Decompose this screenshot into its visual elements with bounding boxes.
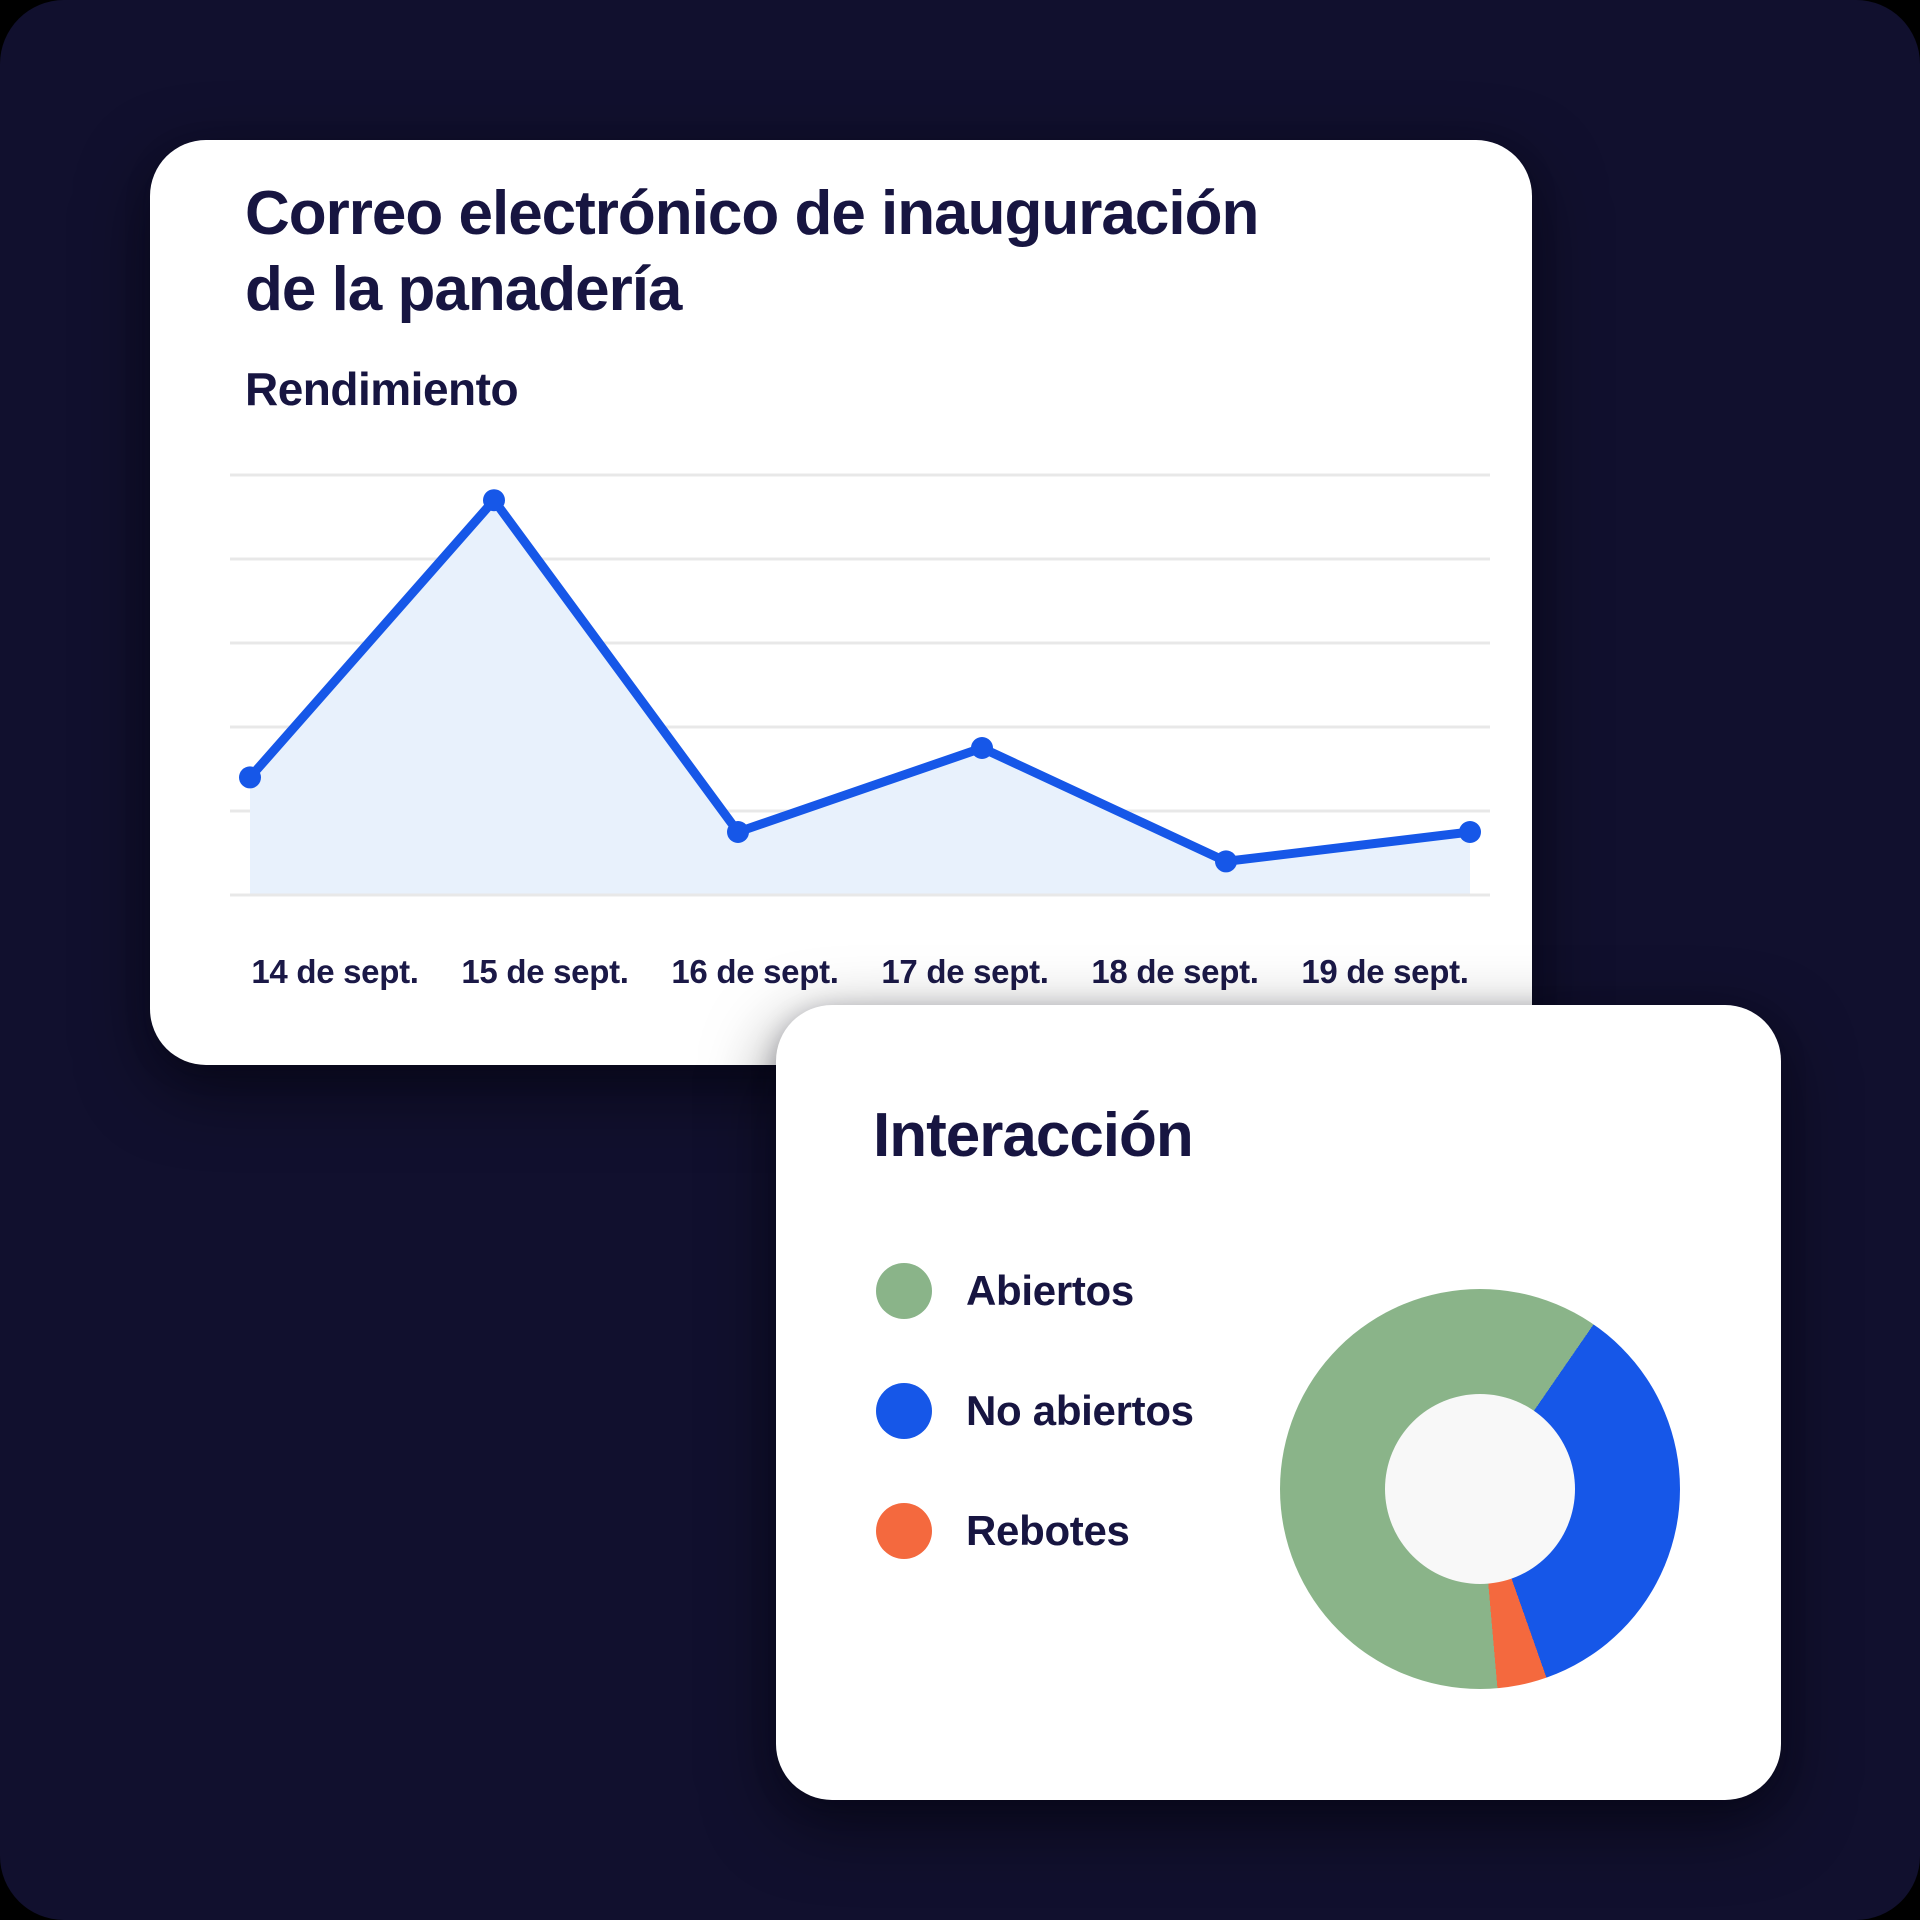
- legend-item-no-abiertos: No abiertos: [876, 1383, 1296, 1439]
- legend-label: Rebotes: [966, 1507, 1130, 1554]
- data-line: [245, 495, 1475, 866]
- x-axis-label: 17 de sept.: [881, 953, 1049, 990]
- performance-card-title: Correo electrónico de inauguración de la…: [245, 176, 1532, 328]
- legend-item-abiertos: Abiertos: [876, 1263, 1296, 1319]
- performance-section-label: Rendimiento: [245, 363, 519, 415]
- interaction-card: Interacción Abiertos No abiertos Rebotes: [776, 1005, 1781, 1800]
- x-axis-labels: 14 de sept. 15 de sept. 16 de sept. 17 d…: [230, 953, 1490, 991]
- donut-legend: Abiertos No abiertos Rebotes: [876, 1263, 1296, 1559]
- legend-item-rebotes: Rebotes: [876, 1503, 1296, 1559]
- area-fill: [250, 500, 1470, 895]
- x-axis-label: 15 de sept.: [461, 953, 629, 990]
- performance-title-line-2: de la panadería: [245, 255, 682, 324]
- data-point: [239, 766, 261, 789]
- x-axis-label: 19 de sept.: [1301, 953, 1469, 990]
- data-point: [727, 821, 749, 843]
- legend-swatch-abiertos: [876, 1263, 932, 1319]
- data-point: [1215, 850, 1237, 873]
- x-axis-label: 16 de sept.: [671, 953, 839, 990]
- donut-hole: [1385, 1394, 1575, 1584]
- data-point: [483, 489, 505, 512]
- legend-label: No abiertos: [966, 1387, 1194, 1434]
- donut-chart: [1280, 1289, 1680, 1689]
- x-axis-label: 18 de sept.: [1091, 953, 1259, 990]
- legend-label: Abiertos: [966, 1267, 1134, 1314]
- line-chart: [230, 473, 1490, 897]
- x-axis-label: 14 de sept.: [251, 953, 419, 990]
- data-point: [1459, 821, 1481, 843]
- legend-swatch-no-abiertos: [876, 1383, 932, 1439]
- performance-title-line-1: Correo electrónico de inauguración: [245, 179, 1259, 248]
- line-chart-area: 14 de sept. 15 de sept. 16 de sept. 17 d…: [230, 459, 1490, 991]
- performance-card: Correo electrónico de inauguración de la…: [150, 140, 1532, 1065]
- legend-swatch-rebotes: [876, 1503, 932, 1559]
- data-point: [971, 737, 993, 759]
- interaction-card-title: Interacción: [873, 1101, 1194, 1170]
